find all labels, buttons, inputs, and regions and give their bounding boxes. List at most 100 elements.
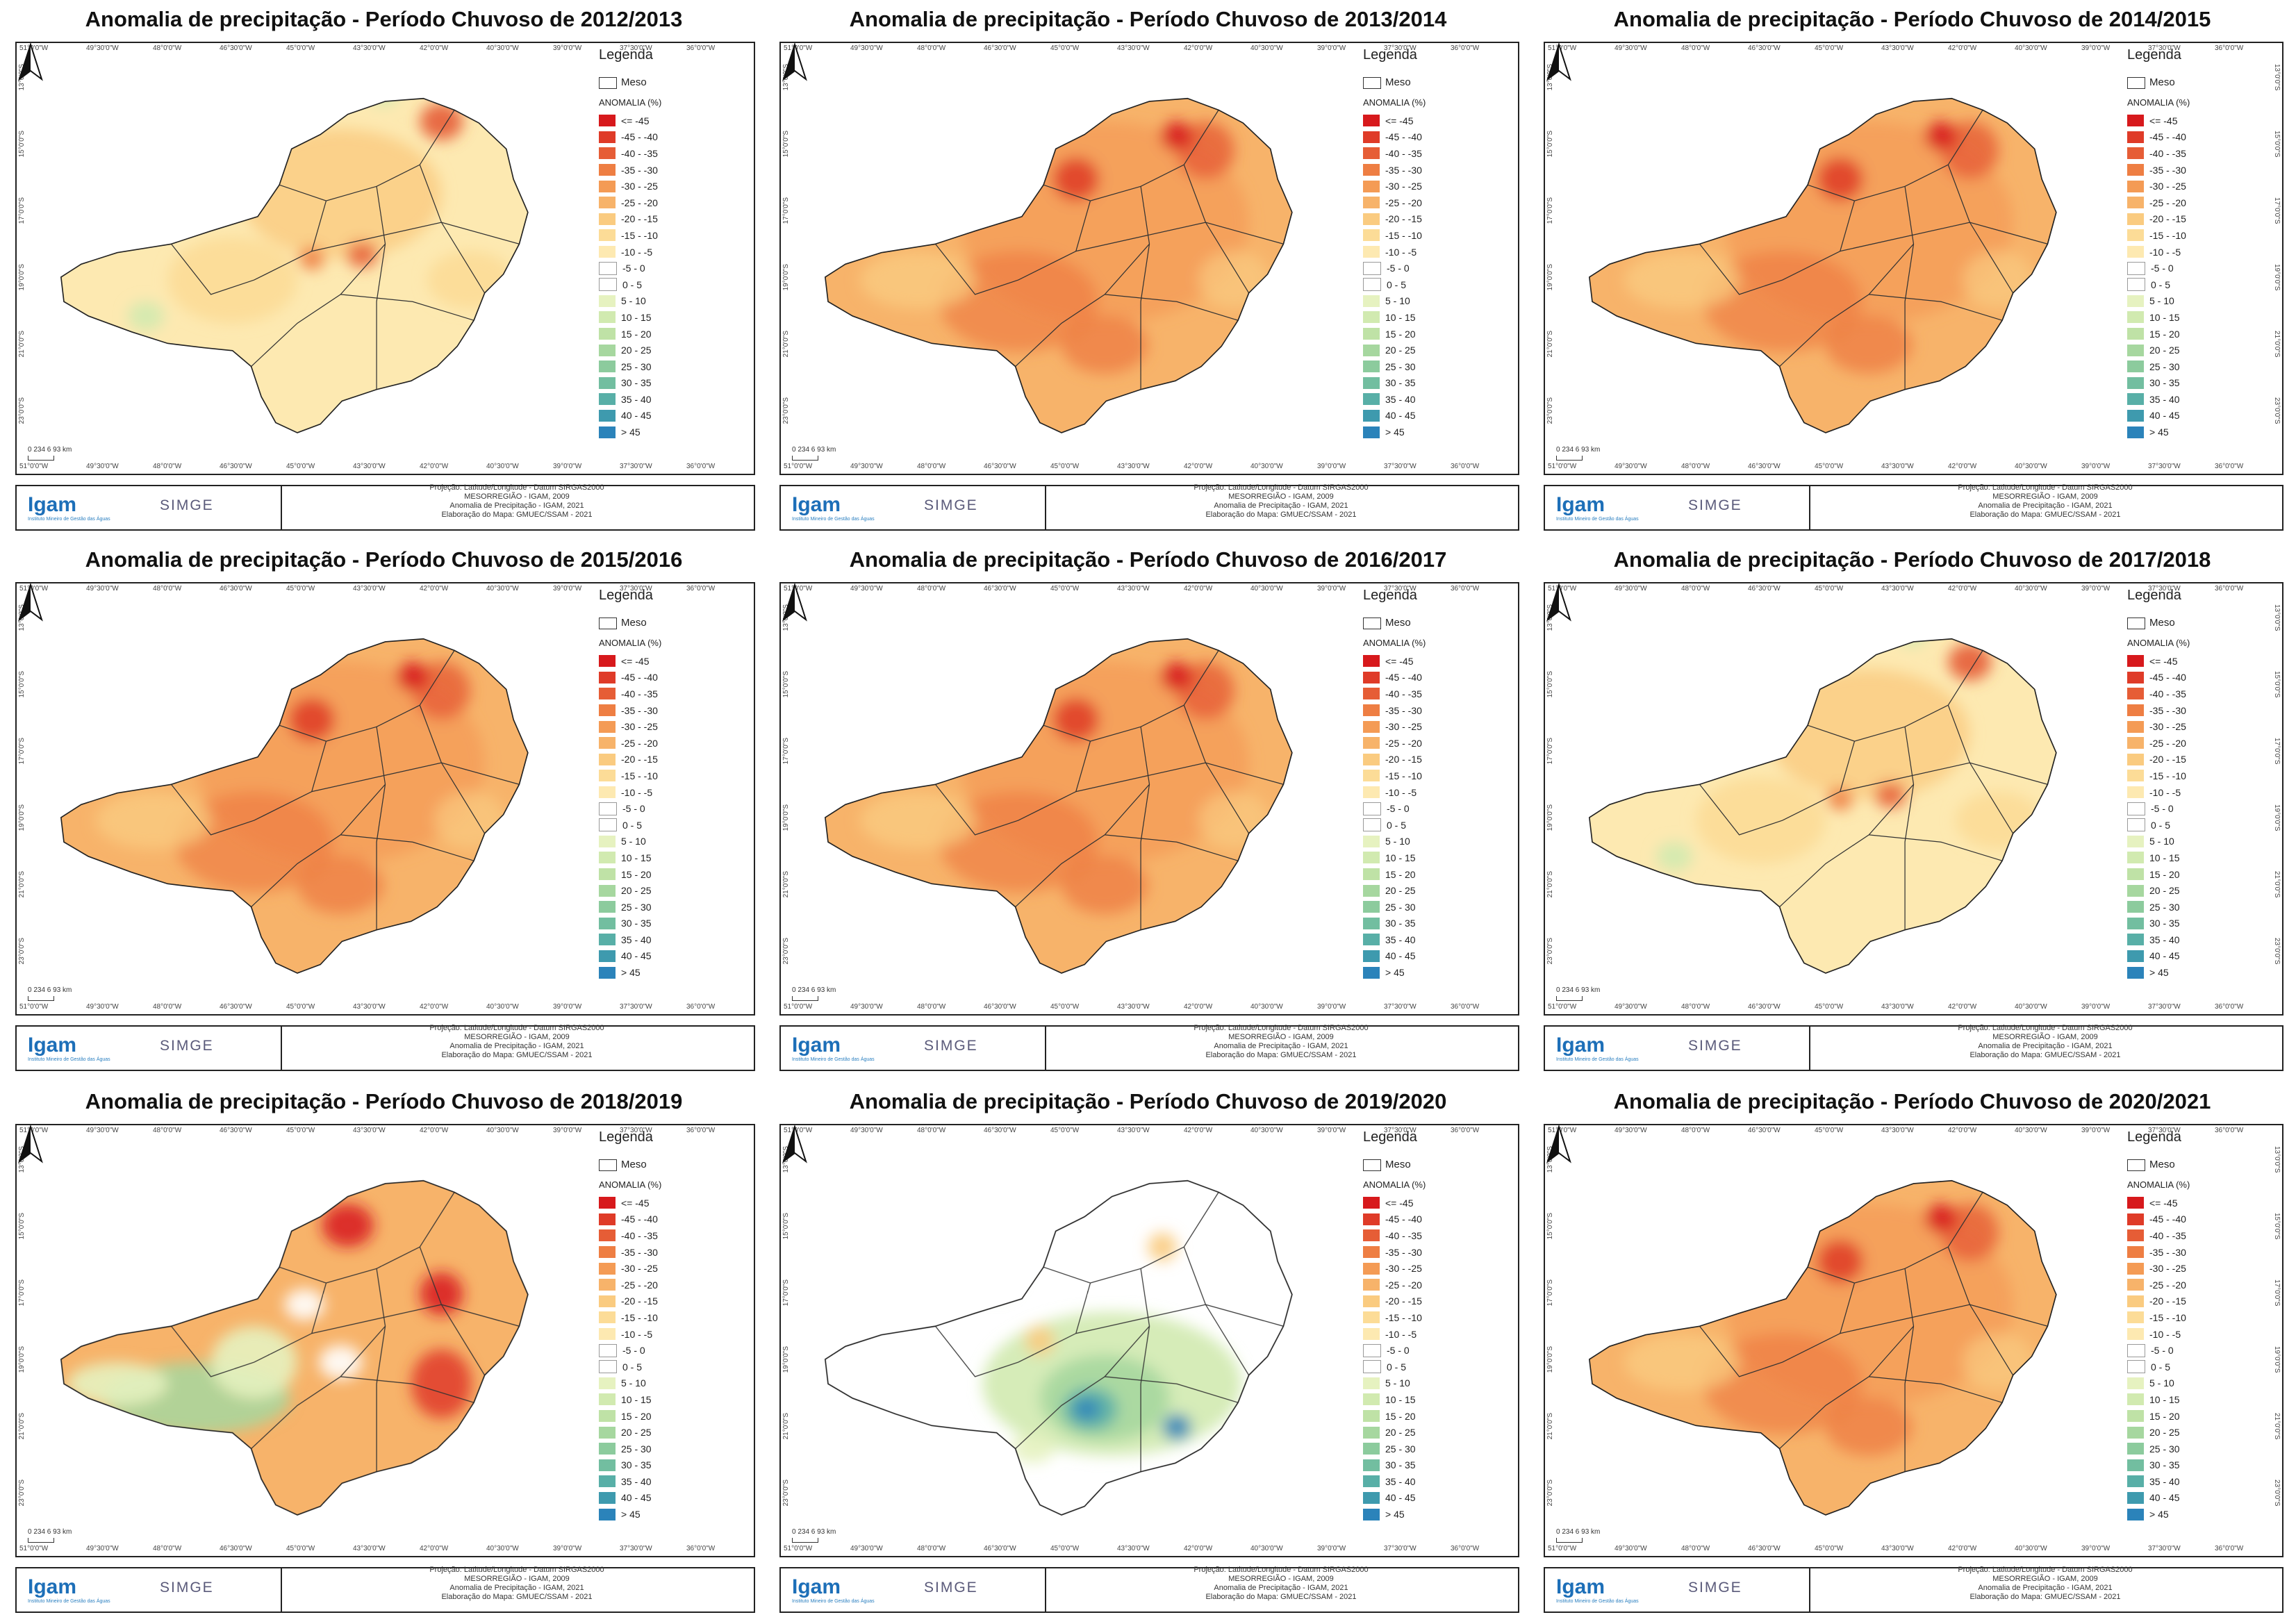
mesoregion-boundary <box>279 1192 455 1284</box>
anomaly-zone <box>1963 1333 2035 1391</box>
legend-swatch <box>2127 344 2144 356</box>
anomaly-zone <box>319 1345 363 1379</box>
legend-swatch <box>2127 852 2144 864</box>
legend-swatch <box>599 426 616 438</box>
anomaly-zone <box>434 791 506 850</box>
longitude-tick: 45°0'0"W <box>286 1545 315 1552</box>
longitude-tick: 48°0'0"W <box>1681 585 1710 593</box>
longitude-tick: 46°30'0"W <box>220 1127 252 1134</box>
anomaly-zone <box>1062 856 1148 914</box>
credit-line: MESORREGIÃO - IGAM, 2009 <box>1992 1033 2098 1041</box>
legend-item: -35 - -30 <box>2127 1244 2186 1261</box>
legend-item: -20 - -15 <box>2127 752 2186 768</box>
longitude-tick: 39°0'0"W <box>2081 463 2111 470</box>
mesoregion-boundary <box>376 186 386 390</box>
legend-item: -40 - -35 <box>599 1227 658 1244</box>
longitude-tick: 37°30'0"W <box>2148 463 2181 470</box>
legend-item: -15 - -10 <box>2127 768 2186 784</box>
legend-item: 35 - 40 <box>2127 931 2186 948</box>
longitude-tick: 48°0'0"W <box>917 463 946 470</box>
map-footer: Igam Instituto Mineiro de Gestão das Água… <box>15 483 755 531</box>
legend-label: 10 - 15 <box>1385 1393 1416 1405</box>
legend-item: -45 - -40 <box>599 1211 658 1228</box>
anomaly-zone <box>420 103 463 140</box>
legend-item: 0 - 5 <box>2127 1359 2186 1375</box>
longitude-tick: 45°0'0"W <box>1050 1003 1080 1011</box>
longitude-tick: 36°0'0"W <box>1451 1545 1480 1552</box>
mesoregion-boundary <box>1807 110 1983 201</box>
legend-swatch <box>2127 802 2145 815</box>
longitude-tick: 45°0'0"W <box>1050 1127 1080 1134</box>
legend-label: -20 - -15 <box>2149 213 2186 225</box>
credit-line: Anomalia de Precipitação - IGAM, 2021 <box>449 1042 584 1050</box>
legend-item: 5 - 10 <box>1363 293 1422 310</box>
legend-label: 20 - 25 <box>621 1427 652 1439</box>
legend-swatch <box>2127 1393 2144 1406</box>
longitude-tick: 51°0'0"W <box>1548 1545 1577 1552</box>
legend-item: > 45 <box>1363 1506 1422 1523</box>
legend-item: -35 - -30 <box>599 162 658 179</box>
map-frame: 51°0'0"W 49°30'0"W 48°0'0"W 46°30'0"W 45°0'0… <box>1544 582 2283 1016</box>
legend-label: -15 - -10 <box>1385 770 1422 781</box>
legend-label: -35 - -30 <box>1385 1246 1422 1258</box>
longitude-tick: 39°0'0"W <box>2081 1545 2111 1552</box>
legend-item: 25 - 30 <box>2127 899 2186 915</box>
anomaly-zone <box>420 1272 463 1316</box>
legend-item: -5 - 0 <box>1363 800 1422 817</box>
longitude-tick: 45°0'0"W <box>1050 463 1080 470</box>
legend-label: -20 - -15 <box>621 1295 658 1307</box>
legend-label: 15 - 20 <box>2149 868 2180 880</box>
longitude-tick: 42°0'0"W <box>1184 463 1213 470</box>
legend-swatch <box>1363 1279 1380 1291</box>
longitude-tick: 39°0'0"W <box>2081 1003 2111 1011</box>
scale-label: 0 234 6 93 km <box>28 1528 72 1536</box>
legend-label: 15 - 20 <box>1385 328 1416 340</box>
scale-bar: 0 234 6 93 km <box>28 446 72 461</box>
longitude-tick: 48°0'0"W <box>153 1003 182 1011</box>
legend-swatch <box>1363 671 1380 683</box>
longitude-tick: 46°30'0"W <box>984 1545 1016 1552</box>
scale-bar: 0 234 6 93 km <box>1556 446 1600 461</box>
longitude-tick: 39°0'0"W <box>1317 1003 1346 1011</box>
longitude-tick: 48°0'0"W <box>1681 44 1710 52</box>
longitude-tick: 43°30'0"W <box>1881 1003 1914 1011</box>
longitude-tick: 39°0'0"W <box>553 44 582 52</box>
map-footer: Igam Instituto Mineiro de Gestão das Água… <box>779 483 1519 531</box>
legend-item: -35 - -30 <box>1363 162 1422 179</box>
anomaly-zone <box>1656 842 1693 871</box>
anomaly-zone <box>411 1349 472 1418</box>
legend-swatch <box>1363 1213 1380 1225</box>
legend-item: 0 - 5 <box>1363 1359 1422 1375</box>
legend-item: -45 - -40 <box>1363 129 1422 146</box>
longitude-tick: 42°0'0"W <box>1948 1127 1977 1134</box>
longitude-tick: 51°0'0"W <box>1548 1003 1577 1011</box>
legend-swatch <box>599 393 616 406</box>
legend-anomaly-title: ANOMALIA (%) <box>1363 1179 1426 1190</box>
legend-item: 30 - 35 <box>1363 1457 1422 1474</box>
state-map <box>824 97 1293 433</box>
legend-swatch <box>2127 197 2144 209</box>
legend-label: -30 - -25 <box>621 721 658 733</box>
legend-label: > 45 <box>621 426 641 438</box>
legend-label: -10 - -5 <box>1385 246 1417 258</box>
latitude-tick-right: 23°0'0"S <box>2273 938 2281 965</box>
legend-item: -10 - -5 <box>2127 244 2186 260</box>
mesoregion-boundary <box>1043 650 1219 742</box>
legend-swatch <box>2127 229 2144 242</box>
longitude-tick: 37°30'0"W <box>1384 1545 1417 1552</box>
longitude-tick: 45°0'0"W <box>286 44 315 52</box>
legend-item: -5 - 0 <box>1363 1342 1422 1359</box>
scale-label: 0 234 6 93 km <box>792 986 836 994</box>
mesoregion-boundary <box>1779 784 1914 908</box>
state-fill <box>60 1180 528 1515</box>
legend-title: Legenda <box>599 1129 653 1145</box>
mesoregion-boundary <box>1904 727 1915 930</box>
mesoregion-boundary <box>1105 294 1239 321</box>
legend-label: 40 - 45 <box>1385 950 1416 962</box>
legend-swatch <box>1363 261 1381 275</box>
legend-label: -40 - -35 <box>621 1229 658 1241</box>
legend-item: -20 - -15 <box>1363 1293 1422 1310</box>
mesoregion-boundary <box>1075 1304 1284 1334</box>
legend-swatch <box>1363 1246 1380 1259</box>
legend-label: 30 - 35 <box>621 1459 652 1471</box>
